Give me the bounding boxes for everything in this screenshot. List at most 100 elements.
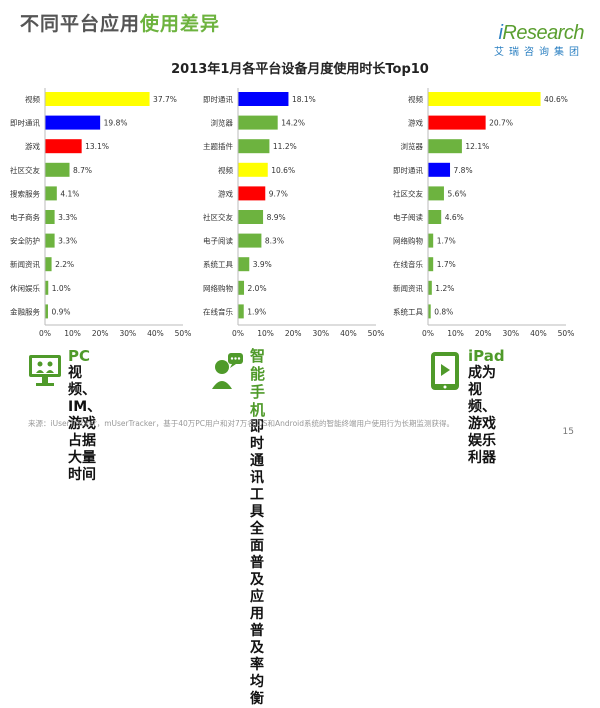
value-label: 7.8%: [454, 166, 473, 175]
bar: [428, 186, 444, 201]
summary-phone-line1: 即时通讯工具全面普及: [250, 419, 264, 588]
bar: [428, 257, 434, 272]
value-label: 1.9%: [247, 307, 266, 316]
tick-label: 50%: [558, 329, 575, 338]
tick-label: 0%: [232, 329, 244, 338]
value-label: 4.1%: [60, 189, 79, 198]
category-label: 安全防护: [10, 236, 40, 246]
tick-label: 10%: [257, 329, 274, 338]
page-title-part1: 不同平台应用: [20, 13, 141, 35]
bar-charts: 视频 37.7% 即时通讯 19.8% 游戏 13.1% 社区交友 8.7% 搜索服务 4.1% 电…: [10, 88, 575, 338]
monitor-users-icon: [29, 355, 61, 386]
tick-label: 50%: [175, 329, 192, 338]
value-label: 8.3%: [265, 237, 284, 246]
bar: [238, 139, 270, 154]
tick-label: 0%: [422, 329, 434, 338]
page-title: 不同平台应用使用差异: [20, 9, 220, 36]
value-label: 2.2%: [55, 260, 74, 269]
bar: [238, 304, 244, 319]
tick-label: 30%: [312, 329, 329, 338]
bar: [45, 92, 150, 106]
value-label: 10.6%: [271, 166, 295, 175]
category-label: 主题插件: [203, 141, 233, 151]
category-label: 浏览器: [211, 118, 234, 128]
category-label: 网络购物: [203, 283, 233, 293]
bar: [45, 280, 49, 295]
iresearch-logo: iResearch 艾瑞咨询集团: [484, 22, 584, 58]
category-label: 游戏: [408, 118, 423, 128]
bar: [45, 115, 101, 130]
category-label: 浏览器: [401, 141, 424, 151]
bar: [428, 92, 541, 106]
bar: [45, 186, 57, 201]
tick-label: 20%: [475, 329, 492, 338]
tick-label: 20%: [285, 329, 302, 338]
value-label: 0.8%: [434, 307, 453, 316]
summary-pc-line1: 视频、IM、游戏: [68, 365, 102, 432]
category-label: 新闻资讯: [10, 259, 40, 269]
category-label: 网络购物: [393, 236, 423, 246]
bar: [238, 233, 262, 248]
category-label: 休闲娱乐: [10, 283, 40, 293]
summary-ipad-line2: 娱乐利器: [468, 433, 496, 466]
bar: [238, 162, 268, 177]
value-label: 1.0%: [52, 284, 71, 293]
logo-research: Research: [502, 22, 584, 44]
category-label: 系统工具: [203, 259, 233, 269]
bar: [45, 304, 48, 319]
tick-label: 10%: [447, 329, 464, 338]
category-label: 视频: [25, 94, 40, 104]
phone-chat-icon: [212, 353, 243, 389]
bar: [238, 92, 289, 106]
bar: [45, 233, 55, 248]
summary-ipad-title: iPad: [468, 347, 505, 365]
bar: [238, 280, 245, 295]
category-label: 视频: [218, 165, 233, 175]
bar: [238, 210, 264, 224]
logo-wordmark: iResearch: [484, 22, 584, 45]
category-label: 视频: [408, 94, 423, 104]
value-label: 8.7%: [73, 166, 92, 175]
category-label: 电子阅读: [203, 236, 233, 246]
value-label: 37.7%: [153, 95, 177, 104]
category-label: 搜索服务: [10, 188, 40, 198]
value-label: 1.2%: [435, 284, 454, 293]
value-label: 40.6%: [544, 95, 568, 104]
bar: [45, 162, 70, 177]
bar: [45, 139, 82, 154]
tick-label: 30%: [502, 329, 519, 338]
value-label: 2.0%: [248, 284, 267, 293]
category-label: 新闻资讯: [393, 283, 423, 293]
value-label: 13.1%: [85, 142, 109, 151]
page-title-part2: 使用差异: [140, 13, 221, 35]
bar: [428, 210, 442, 224]
value-label: 3.3%: [58, 213, 77, 222]
tick-label: 40%: [530, 329, 547, 338]
bar: [45, 257, 52, 272]
category-label: 即时通讯: [203, 94, 233, 104]
value-label: 11.2%: [273, 142, 297, 151]
bar: [428, 304, 431, 319]
category-label: 金融服务: [10, 306, 40, 316]
bar: [428, 280, 432, 295]
tick-label: 40%: [147, 329, 164, 338]
value-label: 3.9%: [253, 260, 272, 269]
bar: [238, 115, 278, 130]
value-label: 14.2%: [281, 119, 305, 128]
category-label: 社区交友: [10, 165, 40, 175]
category-label: 即时通讯: [10, 118, 40, 128]
tick-label: 40%: [340, 329, 357, 338]
value-label: 18.1%: [292, 95, 316, 104]
tick-label: 0%: [39, 329, 51, 338]
summary-pc-line2: 占据大量时间: [68, 433, 96, 483]
tick-label: 20%: [92, 329, 109, 338]
summary-pc-title: PC: [68, 347, 91, 365]
tick-label: 10%: [64, 329, 81, 338]
bar: [428, 139, 462, 154]
category-label: 社区交友: [203, 212, 233, 222]
bar: [428, 233, 434, 248]
value-label: 12.1%: [465, 142, 489, 151]
value-label: 1.7%: [437, 260, 456, 269]
chart-title: 2013年1月各平台设备月度使用时长Top10: [171, 62, 429, 77]
category-label: 游戏: [25, 141, 40, 151]
